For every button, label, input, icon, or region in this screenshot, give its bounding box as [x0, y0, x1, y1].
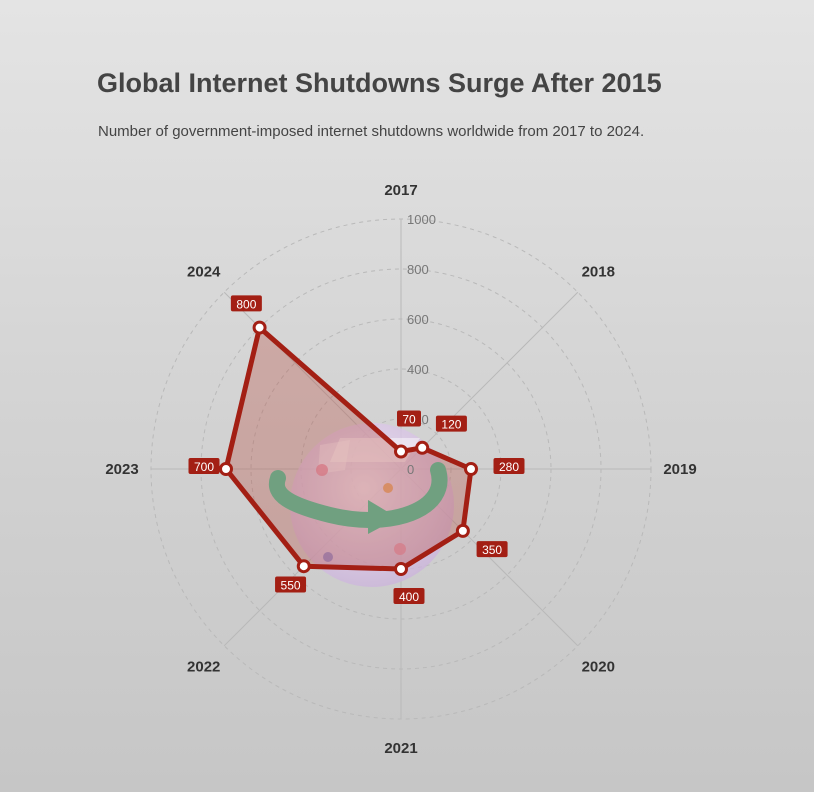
- data-point[interactable]: [394, 562, 408, 576]
- data-label: 120: [441, 418, 461, 432]
- data-point[interactable]: [252, 320, 267, 335]
- data-point[interactable]: [464, 462, 478, 476]
- data-point[interactable]: [455, 523, 470, 538]
- data-label: 70: [402, 413, 416, 427]
- data-label: 700: [194, 460, 214, 474]
- category-label: 2017: [384, 182, 417, 199]
- data-point[interactable]: [296, 559, 311, 574]
- data-label-box: [188, 458, 220, 474]
- category-label: 2020: [582, 658, 615, 675]
- radial-tick-label: 400: [407, 362, 429, 377]
- category-label: 2024: [187, 264, 221, 281]
- data-label: 800: [236, 297, 256, 311]
- radar-labels: 0200400600800100020172018201920202021202…: [105, 182, 696, 757]
- data-label: 280: [499, 460, 519, 474]
- category-label: 2019: [663, 461, 696, 478]
- data-point[interactable]: [415, 440, 430, 455]
- radar-series: [219, 320, 478, 576]
- data-label-box: [435, 415, 467, 432]
- data-label-box: [493, 458, 525, 474]
- data-label-box: [476, 541, 508, 558]
- data-point[interactable]: [219, 462, 233, 476]
- data-label-box: [275, 576, 307, 593]
- radial-tick-label: 800: [407, 262, 429, 277]
- data-label-box: [397, 410, 421, 427]
- data-label: 400: [399, 590, 419, 604]
- series-area: [223, 325, 474, 572]
- category-label: 2021: [384, 740, 417, 757]
- data-label-box: [230, 295, 262, 312]
- data-label: 550: [281, 578, 301, 592]
- data-point[interactable]: [394, 444, 408, 459]
- category-label: 2023: [105, 461, 138, 478]
- data-label-box: [393, 588, 425, 604]
- radial-tick-label: 600: [407, 312, 429, 327]
- grid-spoke: [400, 291, 579, 470]
- category-label: 2018: [582, 264, 615, 281]
- radial-tick-label: 0: [407, 462, 414, 477]
- chart-subtitle: Number of government-imposed internet sh…: [98, 123, 645, 140]
- chart-title: Global Internet Shutdowns Surge After 20…: [97, 68, 662, 98]
- category-label: 2022: [187, 658, 220, 675]
- radial-tick-label: 1000: [407, 212, 436, 227]
- data-label: 350: [482, 543, 502, 557]
